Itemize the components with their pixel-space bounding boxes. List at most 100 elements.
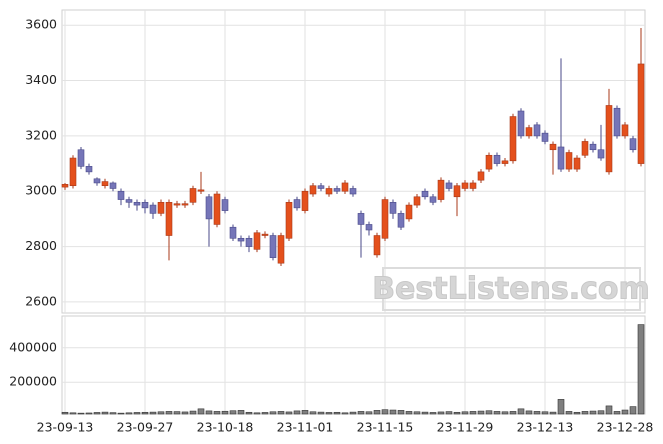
candle-body bbox=[453, 185, 461, 198]
volume-bar bbox=[637, 324, 645, 415]
volume-bar bbox=[373, 410, 381, 415]
candle-body bbox=[253, 232, 261, 250]
candle-body bbox=[117, 190, 125, 200]
volume-bar bbox=[413, 411, 421, 415]
candle-body bbox=[389, 202, 397, 214]
volume-bar bbox=[173, 411, 181, 415]
volume-bar bbox=[77, 412, 85, 415]
candle-body bbox=[605, 105, 613, 173]
volume-bar bbox=[309, 411, 317, 415]
volume-bar bbox=[525, 410, 533, 415]
candle-body bbox=[237, 237, 245, 242]
volume-bar bbox=[341, 412, 349, 415]
candle-body bbox=[269, 235, 277, 258]
candle-body bbox=[461, 182, 469, 189]
y-tick-label: 3000 bbox=[25, 183, 57, 198]
candle-body bbox=[437, 179, 445, 200]
volume-bar bbox=[557, 399, 565, 415]
candle-body bbox=[221, 199, 229, 211]
candle-body bbox=[149, 204, 157, 214]
candle-body bbox=[325, 188, 333, 195]
y-tick-label: 2600 bbox=[25, 293, 57, 308]
candle-body bbox=[77, 149, 85, 167]
volume-bar bbox=[333, 411, 341, 415]
candle-body bbox=[189, 188, 197, 203]
candle-body bbox=[421, 190, 429, 198]
candle-body bbox=[109, 182, 117, 189]
x-tick-label: 23-11-29 bbox=[437, 420, 494, 435]
candle-body bbox=[197, 189, 205, 192]
y-tick-label: 200000 bbox=[9, 374, 57, 389]
volume-bar bbox=[133, 412, 141, 415]
volume-bar bbox=[237, 410, 245, 415]
volume-bar bbox=[517, 408, 525, 415]
candle-body bbox=[333, 188, 341, 192]
volume-bar bbox=[405, 411, 413, 415]
candle-body bbox=[261, 233, 269, 236]
candle-body bbox=[69, 157, 77, 187]
candle-body bbox=[501, 160, 509, 164]
volume-bar bbox=[437, 411, 445, 415]
volume-bar bbox=[549, 411, 557, 415]
y-tick-label: 3400 bbox=[25, 72, 57, 87]
candle-body bbox=[285, 202, 293, 239]
volume-bar bbox=[597, 410, 605, 415]
volume-bar bbox=[317, 411, 325, 415]
y-tick-label: 3600 bbox=[25, 17, 57, 32]
volume-bar bbox=[397, 410, 405, 415]
volume-bar bbox=[269, 411, 277, 415]
volume-bar bbox=[109, 412, 117, 415]
volume-bar bbox=[293, 410, 301, 415]
candle-body bbox=[165, 202, 173, 236]
candle-body bbox=[621, 124, 629, 137]
y-tick-label: 400000 bbox=[9, 339, 57, 354]
candle-body bbox=[205, 196, 213, 220]
volume-bar bbox=[197, 408, 205, 415]
candle-body bbox=[61, 184, 69, 188]
candle-body bbox=[429, 196, 437, 203]
x-tick-label: 23-11-01 bbox=[277, 420, 334, 435]
volume-panel bbox=[61, 315, 646, 415]
candle-body bbox=[629, 138, 637, 151]
y-tick-label: 2800 bbox=[25, 238, 57, 253]
volume-bar bbox=[461, 411, 469, 415]
candle-body bbox=[485, 154, 493, 170]
volume-bar bbox=[445, 411, 453, 415]
volume-bar bbox=[149, 411, 157, 415]
volume-bar bbox=[253, 412, 261, 415]
volume-bar bbox=[509, 411, 517, 415]
volume-bar bbox=[613, 411, 621, 415]
volume-bar bbox=[493, 411, 501, 415]
candle-body bbox=[309, 185, 317, 195]
volume-bar bbox=[565, 411, 573, 415]
candle-body bbox=[229, 226, 237, 239]
volume-bar bbox=[285, 411, 293, 415]
volume-bar bbox=[181, 411, 189, 415]
volume-bar bbox=[573, 411, 581, 415]
volume-bar bbox=[381, 409, 389, 415]
x-tick-label: 23-09-27 bbox=[117, 420, 174, 435]
x-tick-label: 23-10-18 bbox=[197, 420, 254, 435]
volume-bar bbox=[469, 411, 477, 415]
volume-bar bbox=[429, 412, 437, 415]
candle-body bbox=[525, 127, 533, 137]
candle-body bbox=[509, 116, 517, 162]
volume-bar bbox=[533, 411, 541, 415]
candle-body bbox=[557, 146, 565, 170]
candle-body bbox=[317, 185, 325, 189]
x-tick-label: 23-11-15 bbox=[357, 420, 414, 435]
candle-body bbox=[93, 178, 101, 184]
y-tick-label: 3200 bbox=[25, 127, 57, 142]
volume-bar bbox=[389, 409, 397, 415]
candle-body bbox=[365, 224, 373, 231]
volume-bar bbox=[69, 412, 77, 415]
candle-body bbox=[173, 203, 181, 206]
candle-body bbox=[125, 199, 133, 203]
candle-body bbox=[157, 202, 165, 214]
volume-bar bbox=[61, 411, 69, 415]
volume-bar bbox=[477, 410, 485, 415]
candle-body bbox=[245, 237, 253, 247]
candle-body bbox=[493, 154, 501, 164]
volume-bar bbox=[325, 412, 333, 415]
volume-bar bbox=[101, 411, 109, 415]
